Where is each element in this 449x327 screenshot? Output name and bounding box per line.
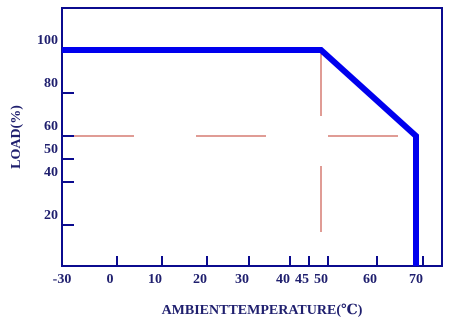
derating-curve [62, 47, 419, 266]
y-ticks [62, 49, 74, 226]
reference-lines [62, 50, 416, 244]
x-axis-title: AMBIENTTEMPERATURE(℃) [162, 303, 363, 318]
x-tick-label: 60 [363, 272, 377, 287]
x-ticks [116, 256, 424, 266]
x-tick-label: -30 [53, 272, 72, 287]
y-tick-label: 20 [44, 208, 58, 223]
x-tick-label: 0 [107, 272, 114, 287]
y-tick-label: 60 [44, 119, 58, 134]
y-tick-labels: 20 40 50 60 80 100 [37, 33, 58, 223]
plot-frame [61, 7, 443, 267]
x-tick-label: 20 [193, 272, 207, 287]
x-tick-label: 50 [314, 272, 328, 287]
y-tick-label: 50 [44, 142, 58, 157]
y-axis-title: LOAD(%) [9, 105, 24, 169]
x-tick-label: 70 [409, 272, 423, 287]
x-tick-label: 40 [276, 272, 290, 287]
x-tick-label: 45 [295, 272, 309, 287]
y-tick-label: 100 [37, 33, 58, 48]
x-tick-label: 30 [235, 272, 249, 287]
x-tick-labels: -30 0 10 20 30 40 45 50 60 70 [53, 272, 423, 287]
y-tick-label: 40 [44, 165, 58, 180]
x-tick-label: 10 [148, 272, 162, 287]
y-tick-label: 80 [44, 76, 58, 91]
